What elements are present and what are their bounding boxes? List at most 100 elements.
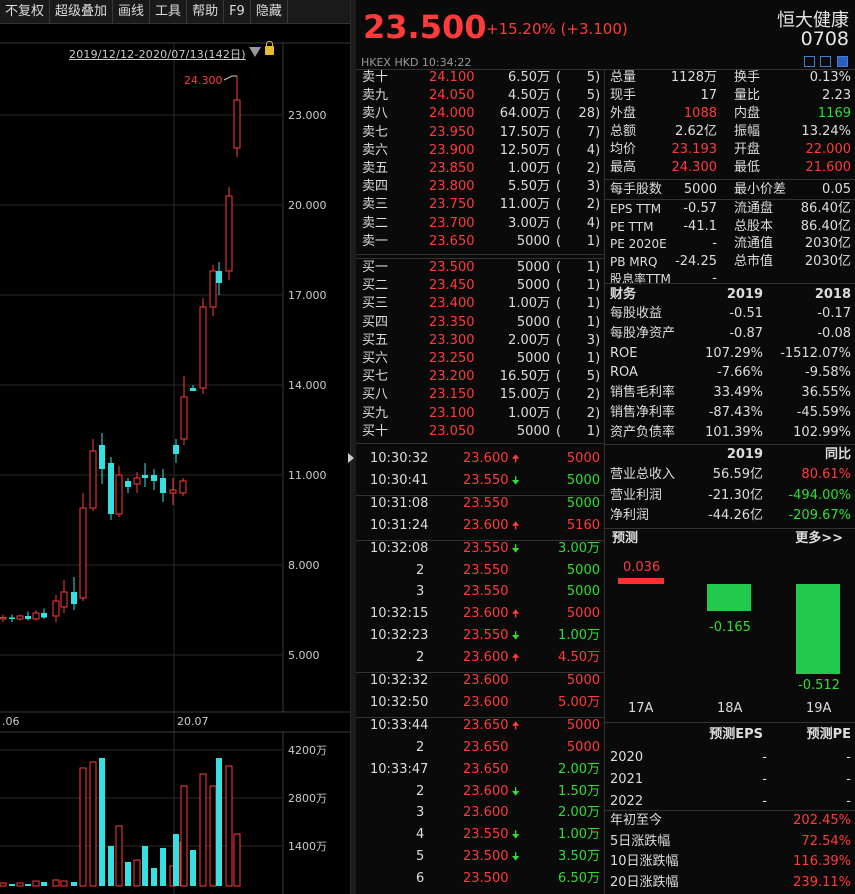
paren: ( [556, 369, 562, 385]
toolbar-item-5[interactable]: F9 [224, 0, 251, 24]
toolbar-item-6[interactable]: 隐藏 [251, 0, 288, 24]
book-price[interactable]: 23.300 [429, 332, 475, 348]
stats-divider [605, 199, 855, 200]
book-price[interactable]: 23.900 [429, 142, 475, 158]
toolbar-item-0[interactable]: 不复权 [0, 0, 51, 24]
high-price-label: 24.300 [184, 74, 223, 87]
toolbar-item-3[interactable]: 工具 [150, 0, 188, 24]
forecast-year: 2021 [610, 772, 644, 787]
book-orders: (2) [556, 196, 602, 214]
book-price[interactable]: 24.000 [429, 106, 475, 122]
book-price[interactable]: 23.450 [429, 278, 475, 294]
stat-value: 5000 [683, 182, 717, 197]
book-orders: (2) [556, 160, 602, 178]
order-count: 1 [586, 296, 596, 312]
book-level-label: 卖八 [362, 106, 389, 122]
candle-body [199, 306, 207, 389]
y-tick-label: 23.000 [288, 109, 327, 122]
tick-price-value: 23.650 [463, 717, 509, 733]
volume-tick-label: 2800万 [288, 792, 327, 805]
book-price[interactable]: 23.650 [429, 233, 475, 249]
tick-time: 10:32:15 [370, 606, 429, 622]
range-dropdown-icon[interactable] [249, 47, 261, 57]
edit-icon[interactable] [804, 56, 815, 67]
income-label: 营业总收入 [610, 467, 676, 482]
candle-body [16, 615, 24, 620]
book-level-label: 卖四 [362, 179, 389, 195]
forecast-pe-header: 预测PE [806, 727, 851, 742]
book-price[interactable]: 23.150 [429, 387, 475, 403]
book-price[interactable]: 23.500 [429, 260, 475, 275]
date-range-link[interactable]: 2019/12/12-2020/07/13(142日) [69, 48, 246, 61]
down-arrow-icon: 🠋 [511, 543, 520, 555]
book-price[interactable]: 24.050 [429, 88, 475, 104]
toolbar-item-2[interactable]: 画线 [113, 0, 151, 24]
header-divider [356, 69, 855, 70]
alert-bell-icon[interactable] [820, 56, 831, 67]
candle-body [60, 591, 68, 608]
tick-price: 23.550 [463, 583, 509, 601]
book-divider [356, 443, 604, 444]
book-volume: 6.50万 [508, 70, 550, 85]
book-orders: (1) [556, 277, 602, 295]
candle-body [89, 450, 97, 509]
y-tick-label: 11.000 [288, 469, 327, 482]
tick-price: 23.500 🠋 [463, 848, 520, 866]
candle-body [160, 478, 166, 493]
book-level-label: 买四 [362, 314, 389, 330]
candle-body [41, 613, 47, 618]
perf-value: 239.11% [793, 874, 851, 890]
expand-arrow-icon[interactable] [348, 453, 354, 463]
book-volume: 12.50万 [499, 142, 550, 158]
tick-time: 2 [416, 650, 425, 666]
book-price[interactable]: 23.950 [429, 124, 475, 140]
fin-value: 101.39% [705, 424, 763, 440]
income-label: 营业利润 [610, 487, 663, 503]
fin-value: -7.66% [717, 365, 763, 381]
order-count: 2 [586, 405, 596, 421]
book-price[interactable]: 23.750 [429, 197, 475, 213]
toolbar-item-4[interactable]: 帮助 [187, 0, 225, 24]
forecast-more-link[interactable]: 更多>> [795, 531, 843, 546]
book-price[interactable]: 24.100 [429, 70, 475, 85]
stat-value: - [712, 271, 717, 286]
tick-time: 10:33:44 [370, 717, 429, 733]
stat-label: EPS TTM [610, 202, 662, 216]
panel-scrollbar[interactable] [350, 0, 356, 894]
book-price[interactable]: 23.250 [429, 351, 475, 366]
perf-label: 5日涨跌幅 [610, 833, 671, 849]
candle-body [142, 475, 148, 478]
candle-body [169, 489, 177, 494]
book-price[interactable]: 23.850 [429, 161, 475, 176]
kline-panel[interactable]: 23.000 20.000 17.000 14.000 11.000 8.000 5.000… [0, 0, 356, 894]
book-orders: (4) [556, 215, 602, 233]
perf-value: 116.39% [793, 854, 851, 869]
volume-bar [99, 758, 105, 886]
stat-value: -24.25 [675, 253, 717, 269]
book-price[interactable]: 23.700 [429, 215, 475, 231]
tick-price: 23.550 🠋 [463, 627, 520, 645]
tick-time: 10:32:32 [370, 673, 429, 688]
fin-value: -87.43% [708, 405, 763, 420]
fin-title: 财务 [610, 287, 637, 302]
book-price[interactable]: 23.050 [429, 423, 475, 439]
toolbar-item-1[interactable]: 超级叠加 [50, 0, 114, 24]
kline-chart[interactable]: 23.000 20.000 17.000 14.000 11.000 8.000 5.000… [0, 0, 350, 894]
tick-price: 23.650 [463, 739, 509, 757]
add-watchlist-icon[interactable] [837, 56, 848, 67]
candle-body [133, 477, 141, 485]
stat-value: - [712, 236, 717, 251]
stat-value: 0.05 [822, 182, 851, 197]
book-price[interactable]: 23.100 [429, 405, 475, 421]
book-price[interactable]: 23.350 [429, 314, 475, 330]
volume-bar [108, 846, 114, 886]
lock-icon[interactable] [265, 41, 274, 55]
book-price[interactable]: 23.400 [429, 296, 475, 312]
book-volume: 17.50万 [499, 124, 550, 140]
book-price[interactable]: 23.800 [429, 179, 475, 195]
fin-value: 36.55% [801, 385, 851, 401]
order-count: 3 [586, 179, 596, 195]
book-level-label: 卖五 [362, 161, 389, 176]
book-price[interactable]: 23.200 [429, 369, 475, 385]
book-volume: 64.00万 [499, 106, 550, 122]
